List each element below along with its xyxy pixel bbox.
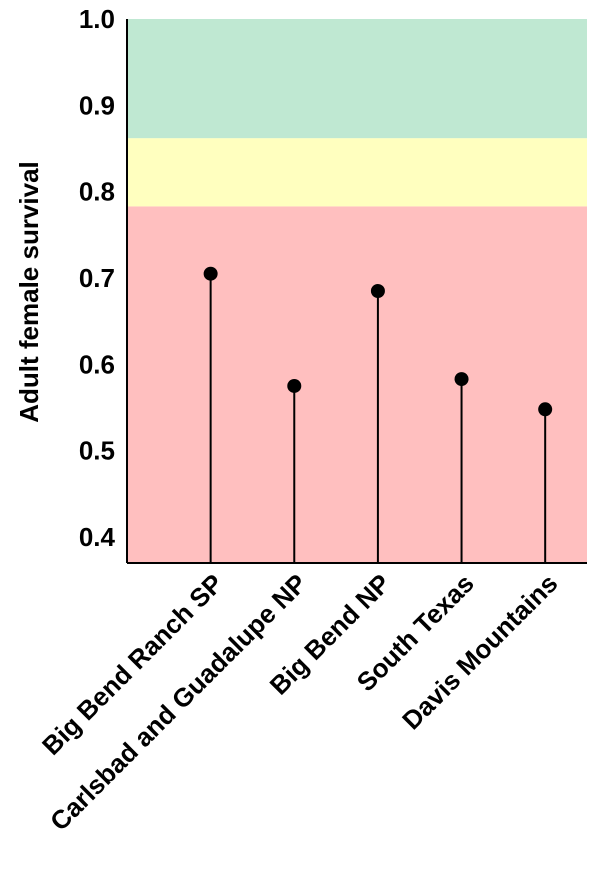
- survival-band-1: [127, 138, 587, 207]
- axes: [126, 19, 587, 564]
- y-tick-label-2: 0.6: [79, 349, 115, 379]
- y-tick-label-6: 1.0: [79, 4, 115, 34]
- y-tick-label-4: 0.8: [79, 177, 115, 207]
- y-tick-label-5: 0.9: [79, 90, 115, 120]
- y-axis-title: Adult female survival: [14, 161, 44, 423]
- lollipop-point-3: [454, 372, 469, 387]
- survival-band-2: [127, 19, 587, 139]
- x-tick-label-4: Davis Mountains: [396, 568, 563, 735]
- survival-band-0: [127, 206, 587, 563]
- lollipop-point-4: [538, 402, 553, 417]
- lollipop-point-0: [203, 266, 218, 281]
- y-tick-label-1: 0.5: [79, 436, 115, 466]
- lollipop-point-2: [370, 284, 385, 298]
- y-tick-label-3: 0.7: [79, 263, 115, 293]
- survival-bands: [127, 19, 587, 563]
- lollipop-stems: [209, 273, 547, 563]
- lollipop-points: [203, 266, 553, 417]
- y-tick-labels: 0.4 0.5 0.6 0.7 0.8 0.9 1.0: [79, 4, 116, 552]
- y-tick-label-0: 0.4: [79, 522, 116, 552]
- lollipop-point-1: [287, 378, 302, 393]
